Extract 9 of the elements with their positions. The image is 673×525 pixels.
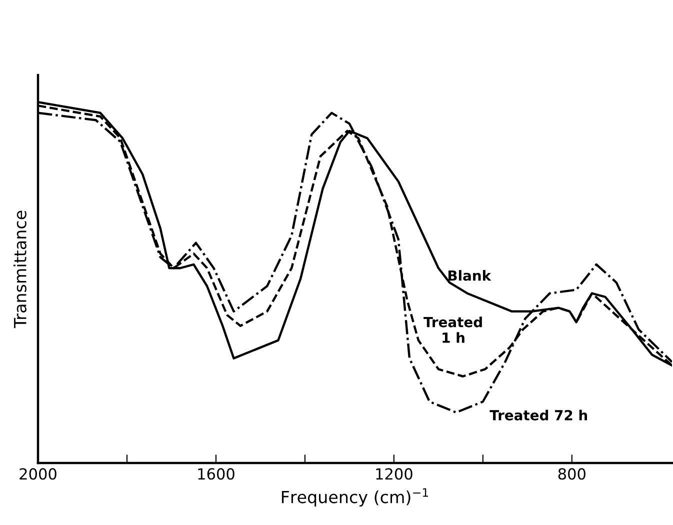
x-axis-title: Frequency (cm)$^{−1}$ (282, 488, 428, 507)
x-tick-label: 1600 (198, 468, 234, 480)
series-label: Treated 72 h (490, 410, 588, 420)
series-label: Treated 1 h (424, 316, 482, 343)
x-tick-label: 1200 (376, 468, 412, 480)
y-axis-title: Transmittance (14, 210, 26, 328)
series-label: Blank (448, 270, 492, 281)
x-tick-label: 2000 (20, 468, 56, 480)
x-tick-label: 800 (558, 468, 586, 480)
